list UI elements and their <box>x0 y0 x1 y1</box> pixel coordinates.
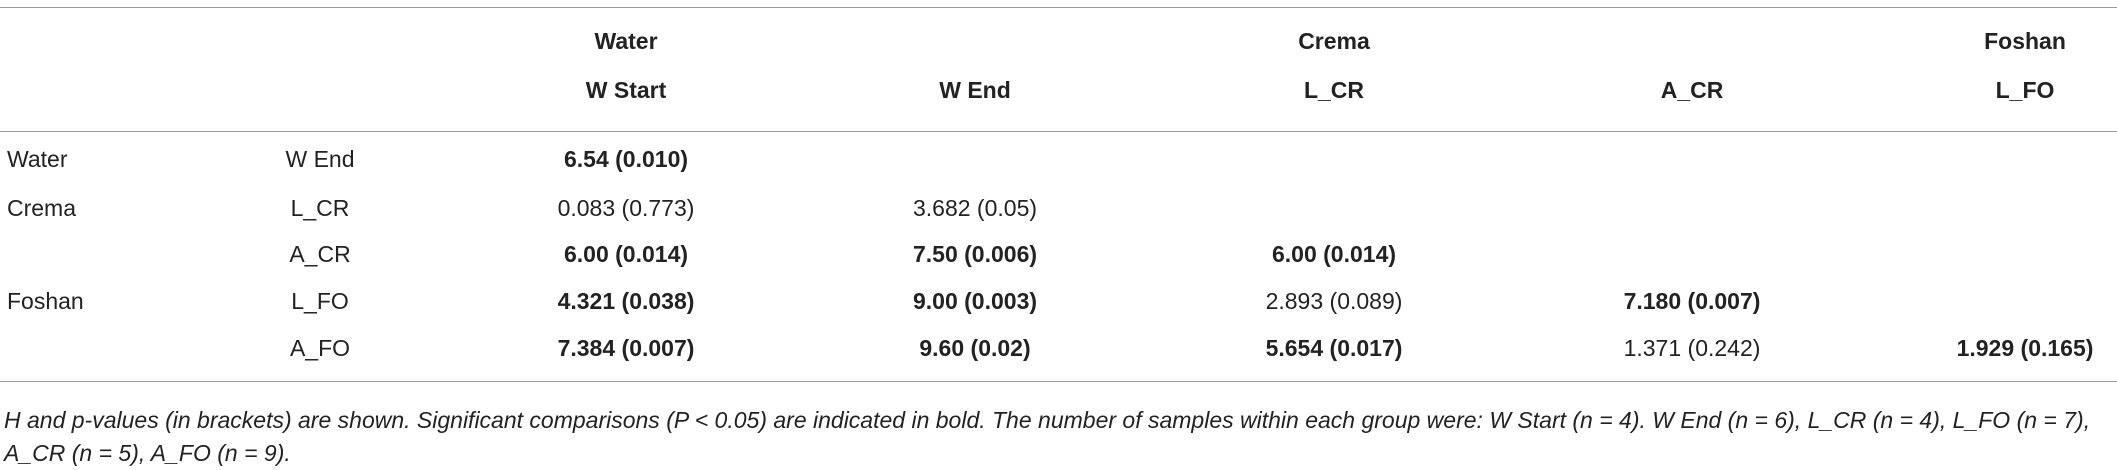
row-group: Water <box>7 146 68 172</box>
row-group: Crema <box>7 195 77 221</box>
cell: 6.00 (0.014) <box>563 241 689 267</box>
cell: 3.682 (0.05) <box>912 195 1038 221</box>
cell: 9.00 (0.003) <box>912 288 1038 314</box>
cell: 6.54 (0.010) <box>563 146 689 172</box>
cell: 7.50 (0.006) <box>912 241 1038 267</box>
column-group-header: Foshan <box>1984 28 2066 54</box>
column-header: L_CR <box>1303 77 1365 103</box>
cell: 1.371 (0.242) <box>1623 335 1761 361</box>
cell: 5.654 (0.017) <box>1265 335 1403 361</box>
bottom-rule <box>0 381 2117 382</box>
row-label: A_CR <box>289 241 351 267</box>
top-rule <box>0 7 2117 8</box>
column-group-header: Water <box>594 28 658 54</box>
header-rule <box>0 131 2117 132</box>
row-group: Foshan <box>7 288 84 314</box>
cell: 2.893 (0.089) <box>1265 288 1403 314</box>
cell: 4.321 (0.038) <box>557 288 695 314</box>
row-label: L_CR <box>290 195 350 221</box>
column-header: W End <box>939 77 1011 103</box>
row-label: L_FO <box>291 288 349 314</box>
footnote: H and p-values (in brackets) are shown. … <box>4 407 2091 466</box>
cell: 7.384 (0.007) <box>557 335 695 361</box>
cell: 9.60 (0.02) <box>919 335 1031 361</box>
cell: 0.083 (0.773) <box>557 195 695 221</box>
column-header: L_FO <box>1995 77 2055 103</box>
column-group-header: Crema <box>1298 28 1370 54</box>
column-header: A_CR <box>1660 77 1724 103</box>
row-label: W End <box>285 146 355 172</box>
cell: 7.180 (0.007) <box>1623 288 1761 314</box>
cell: 6.00 (0.014) <box>1271 241 1397 267</box>
row-label: A_FO <box>289 335 351 361</box>
column-header: W Start <box>585 77 667 103</box>
cell: 1.929 (0.165) <box>1956 335 2094 361</box>
